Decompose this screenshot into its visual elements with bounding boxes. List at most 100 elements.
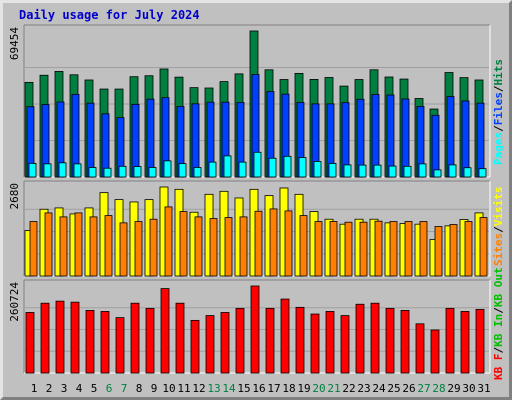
legend-item: Visits (492, 187, 505, 227)
bar-sites (29, 221, 38, 277)
bar-sites (479, 217, 488, 277)
bar-pages (148, 167, 157, 178)
bar-sites (314, 221, 323, 277)
legend-separator: / (492, 125, 505, 132)
x-tick-label: 23 (357, 382, 370, 395)
bar-pages (193, 167, 202, 178)
x-tick-label: 13 (207, 382, 220, 395)
bar-sites (284, 210, 293, 277)
bar-kbytes (340, 315, 350, 374)
bar-sites (239, 216, 248, 277)
bar-kbytes (400, 310, 410, 374)
bar-sites (224, 217, 233, 277)
chart-svg: 694542680260724Pages/Files/HitsSites/Vis… (8, 24, 505, 395)
bar-kbytes (130, 302, 140, 374)
legend-separator: / (492, 307, 505, 314)
bar-pages (478, 168, 487, 178)
bar-kbytes (250, 285, 260, 374)
bar-kbytes (265, 307, 275, 374)
bar-sites (269, 208, 278, 277)
bar-pages (268, 157, 277, 178)
bar-kbytes (205, 315, 215, 374)
bar-sites (344, 221, 353, 277)
bar-pages (43, 163, 52, 178)
bar-files (461, 100, 470, 178)
bar-kbytes (430, 329, 440, 374)
bar-sites (254, 210, 263, 277)
bar-sites (389, 221, 398, 277)
ymax-label-middle: 2680 (8, 183, 21, 210)
bar-pages (58, 162, 67, 178)
x-tick-label: 29 (447, 382, 460, 395)
bar-pages (343, 164, 352, 178)
bar-sites (164, 206, 173, 277)
bar-pages (298, 157, 307, 178)
bar-kbytes (475, 308, 485, 374)
bar-pages (238, 161, 247, 178)
bar-kbytes (220, 312, 230, 374)
bar-sites (194, 216, 203, 277)
legend-item: Sites (492, 233, 505, 266)
bar-sites (59, 216, 68, 277)
legend-item: Hits (492, 59, 505, 86)
bar-pages (163, 160, 172, 178)
bar-kbytes (175, 302, 185, 374)
x-tick-label: 7 (121, 382, 128, 395)
bar-sites (44, 212, 53, 277)
bar-files (86, 102, 95, 178)
bar-files (131, 103, 140, 178)
bar-pages (328, 163, 337, 178)
x-tick-label: 4 (76, 382, 83, 395)
bar-kbytes (445, 307, 455, 374)
bar-files (371, 94, 380, 178)
bar-files (431, 114, 440, 178)
bar-sites (104, 215, 113, 277)
bar-pages (133, 166, 142, 178)
bar-kbytes (100, 311, 110, 374)
x-tick-label: 18 (282, 382, 295, 395)
bar-sites (89, 216, 98, 277)
bar-files (401, 98, 410, 178)
bar-pages (463, 167, 472, 178)
bar-sites (464, 221, 473, 277)
bar-kbytes (55, 300, 65, 374)
bar-files (191, 103, 200, 178)
bar-sites (419, 221, 428, 277)
bar-pages (28, 163, 37, 178)
x-tick-label: 11 (177, 382, 190, 395)
legend-item: Files (492, 92, 505, 125)
bar-pages (208, 161, 217, 178)
bar-kbytes (325, 311, 335, 374)
x-tick-label: 26 (402, 382, 415, 395)
bar-kbytes (310, 313, 320, 374)
x-tick-label: 6 (106, 382, 113, 395)
legend-separator: / (492, 85, 505, 92)
x-tick-label: 10 (162, 382, 175, 395)
chart-layer: 694542680260724Pages/Files/HitsSites/Vis… (8, 24, 505, 395)
bar-pages (118, 165, 127, 178)
bar-kbytes (40, 302, 50, 374)
x-tick-label: 12 (192, 382, 205, 395)
x-tick-label: 17 (267, 382, 280, 395)
bar-pages (88, 167, 97, 178)
bar-kbytes (85, 310, 95, 374)
bar-sites (119, 222, 128, 277)
x-tick-label: 28 (432, 382, 445, 395)
bar-files (476, 102, 485, 178)
bar-kbytes (235, 307, 245, 374)
bar-kbytes (355, 303, 365, 374)
ymax-label-bottom: 260724 (8, 282, 21, 322)
x-tick-label: 25 (387, 382, 400, 395)
bar-sites (359, 221, 368, 277)
x-tick-label: 1 (31, 382, 38, 395)
legend-item: Pages (492, 132, 505, 165)
legend-separator: / (492, 347, 505, 354)
bar-sites (404, 221, 413, 277)
x-tick-label: 22 (342, 382, 355, 395)
x-tick-label: 30 (462, 382, 475, 395)
x-tick-label: 2 (46, 382, 53, 395)
bar-kbytes (295, 306, 305, 374)
bar-kbytes (70, 301, 80, 374)
bar-sites (449, 224, 458, 277)
chart-title: Daily usage for July 2024 (19, 8, 200, 22)
